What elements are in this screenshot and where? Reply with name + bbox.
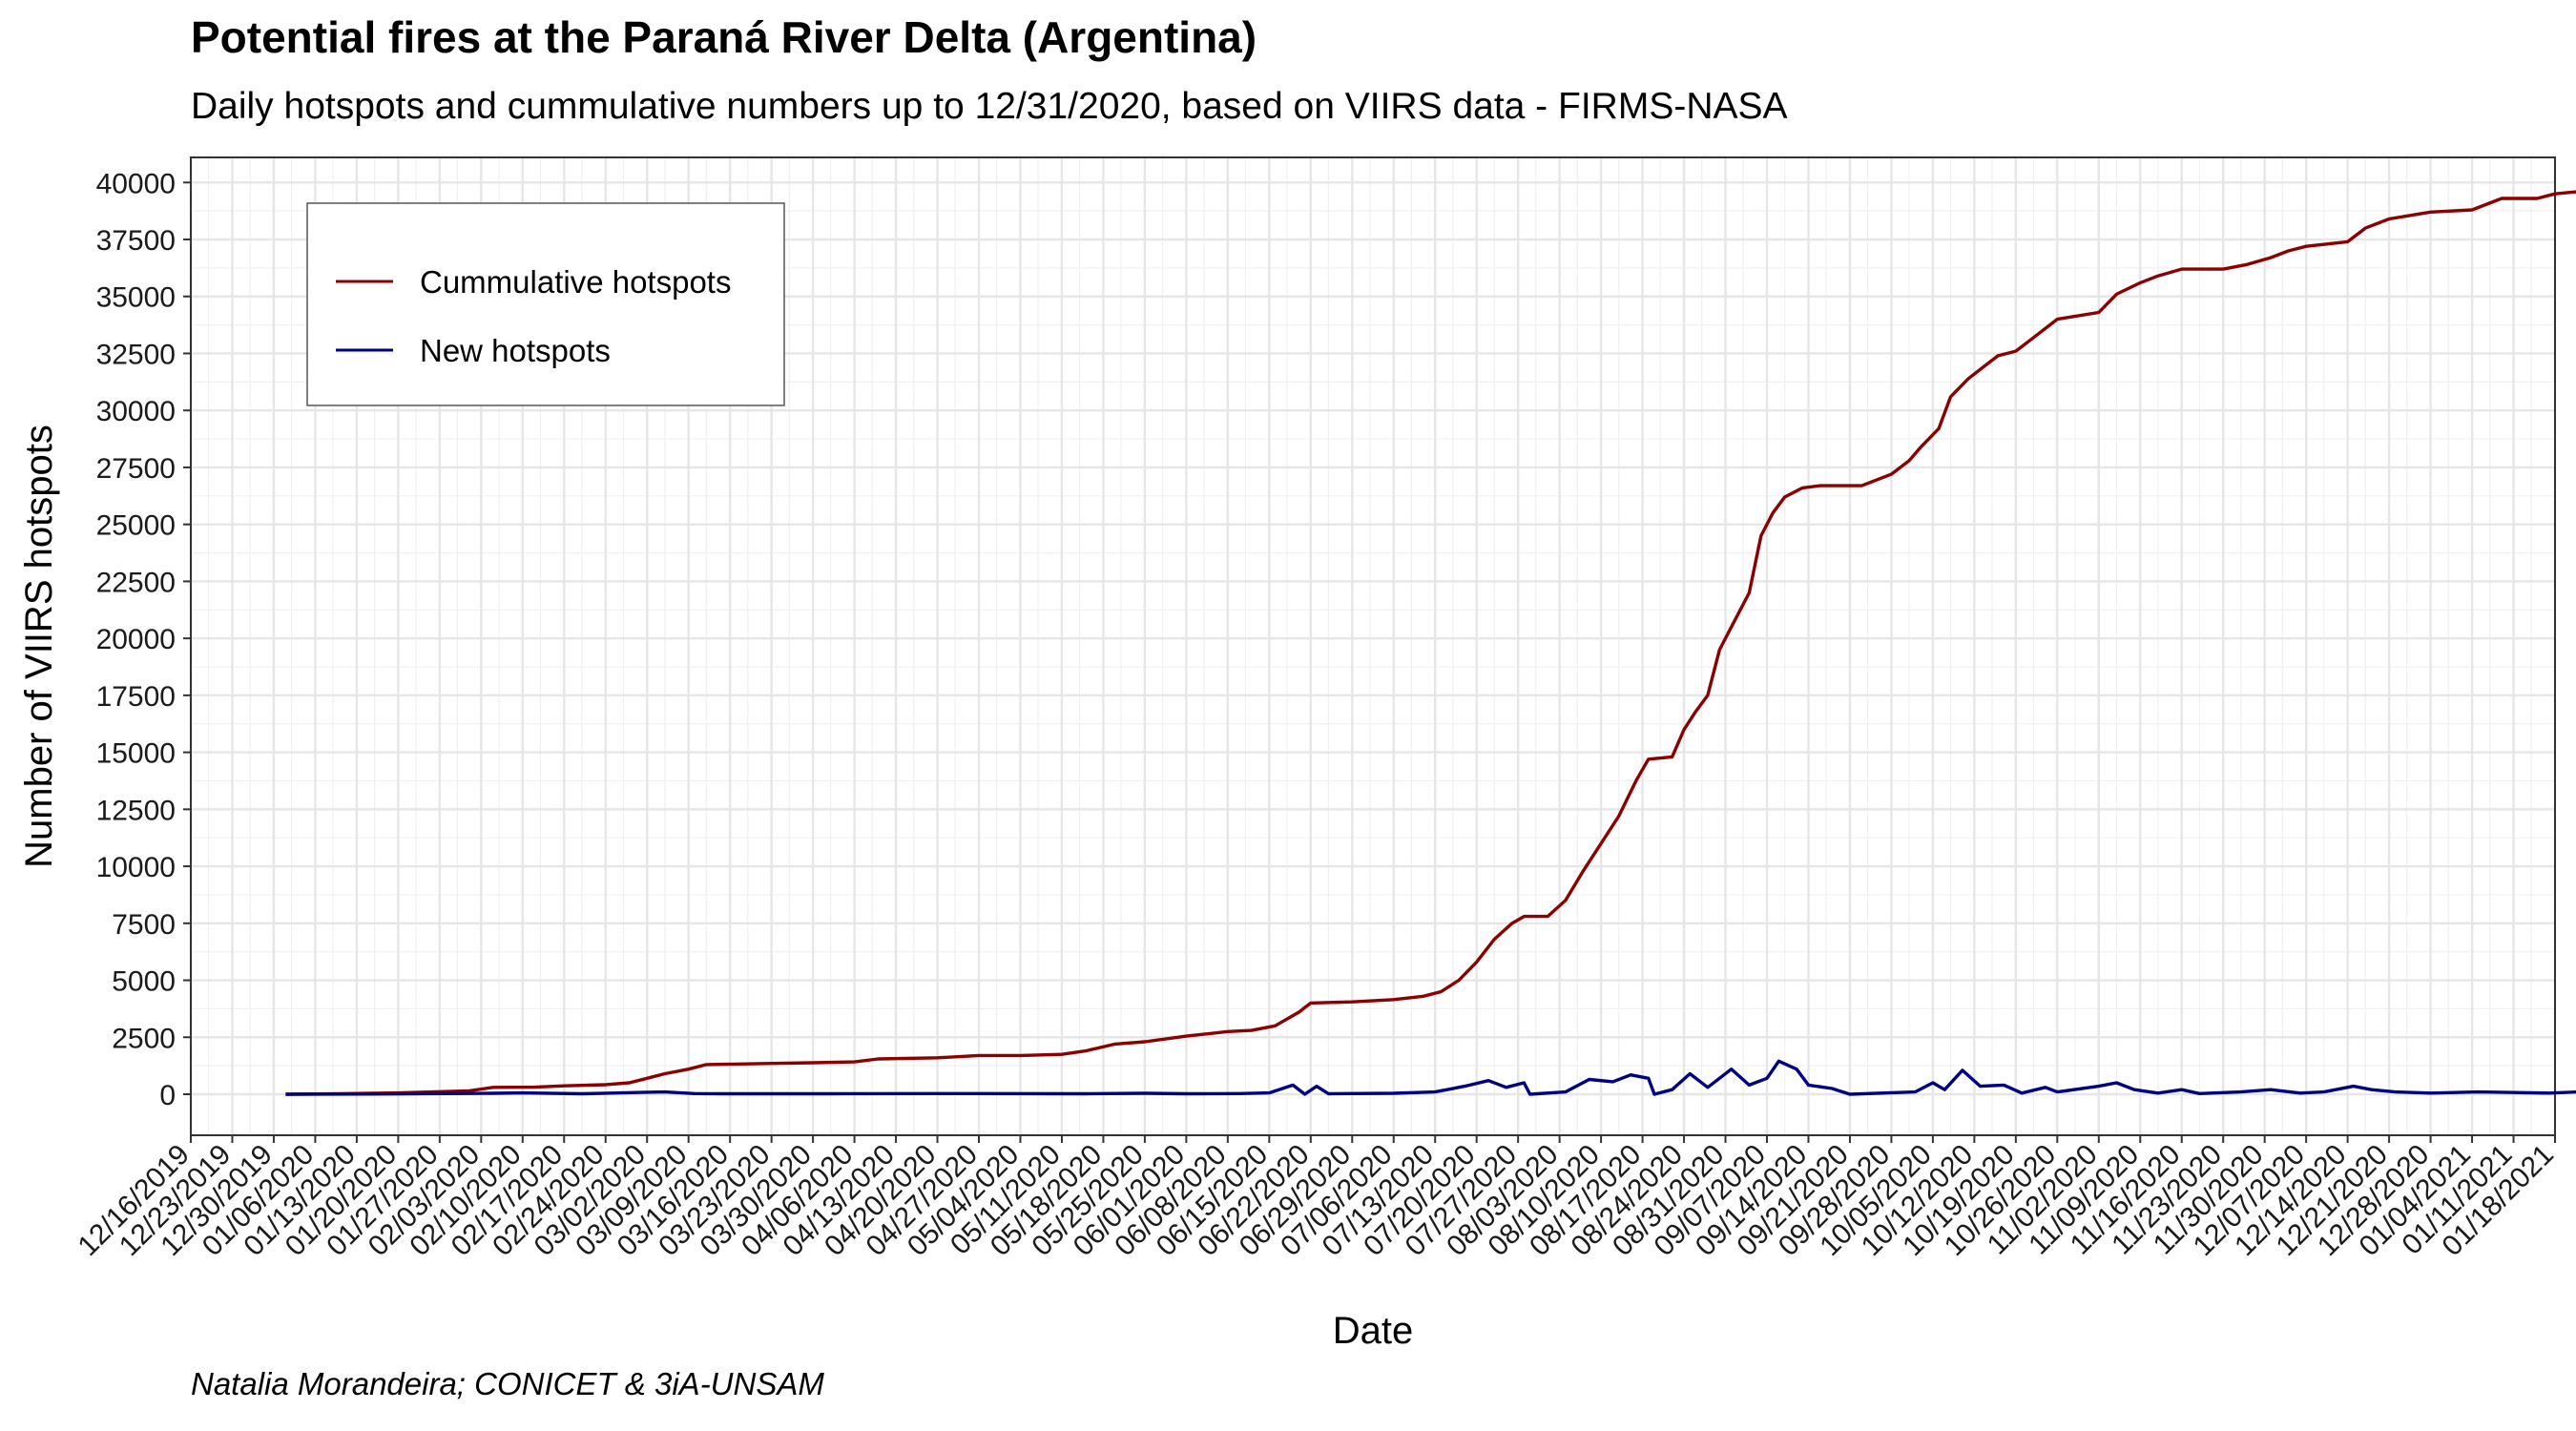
y-tick-label: 27500 [96, 453, 176, 485]
x-axis-title: Date [1333, 1310, 1414, 1352]
y-tick-label: 35000 [96, 282, 176, 314]
y-tick-label: 17500 [96, 681, 176, 713]
gridlines [189, 157, 2557, 1135]
legend: Cummulative hotspots New hotspots [306, 202, 785, 406]
axes: 0 2500 5000 7500 10000 12500 15000 17500 20000 22… [72, 168, 2560, 1262]
legend-box [306, 202, 785, 406]
y-tick-label: 15000 [96, 738, 176, 770]
chart-title: Potential fires at the Paraná River Delt… [191, 12, 1257, 62]
legend-label-new: New hotspots [420, 333, 611, 368]
y-tick-label: 30000 [96, 396, 176, 427]
y-tick-label: 25000 [96, 510, 176, 542]
chart-caption: Natalia Morandeira; CONICET & 3iA-UNSAM [191, 1366, 824, 1401]
y-tick-label: 7500 [112, 909, 176, 941]
y-tick-label: 12500 [96, 795, 176, 826]
series-line-new [285, 1059, 2576, 1096]
y-tick-label: 0 [159, 1080, 176, 1111]
series-lines [285, 190, 2576, 1096]
y-tick-label: 10000 [96, 852, 176, 883]
y-tick-label: 20000 [96, 624, 176, 655]
series-line-cummulative [285, 190, 2576, 1096]
y-tick-label: 2500 [112, 1023, 176, 1054]
y-tick-label: 22500 [96, 567, 176, 598]
y-tick-label: 37500 [96, 225, 176, 257]
chart-subtitle: Daily hotspots and cummulative numbers u… [191, 86, 1788, 127]
y-tick-label: 32500 [96, 339, 176, 370]
legend-label-cummulative: Cummulative hotspots [420, 264, 731, 300]
panel-border [190, 156, 2556, 1136]
y-tick-label: 5000 [112, 966, 176, 998]
y-tick-label: 40000 [96, 168, 176, 199]
y-axis-title: Number of VIIRS hotspots [18, 425, 60, 868]
